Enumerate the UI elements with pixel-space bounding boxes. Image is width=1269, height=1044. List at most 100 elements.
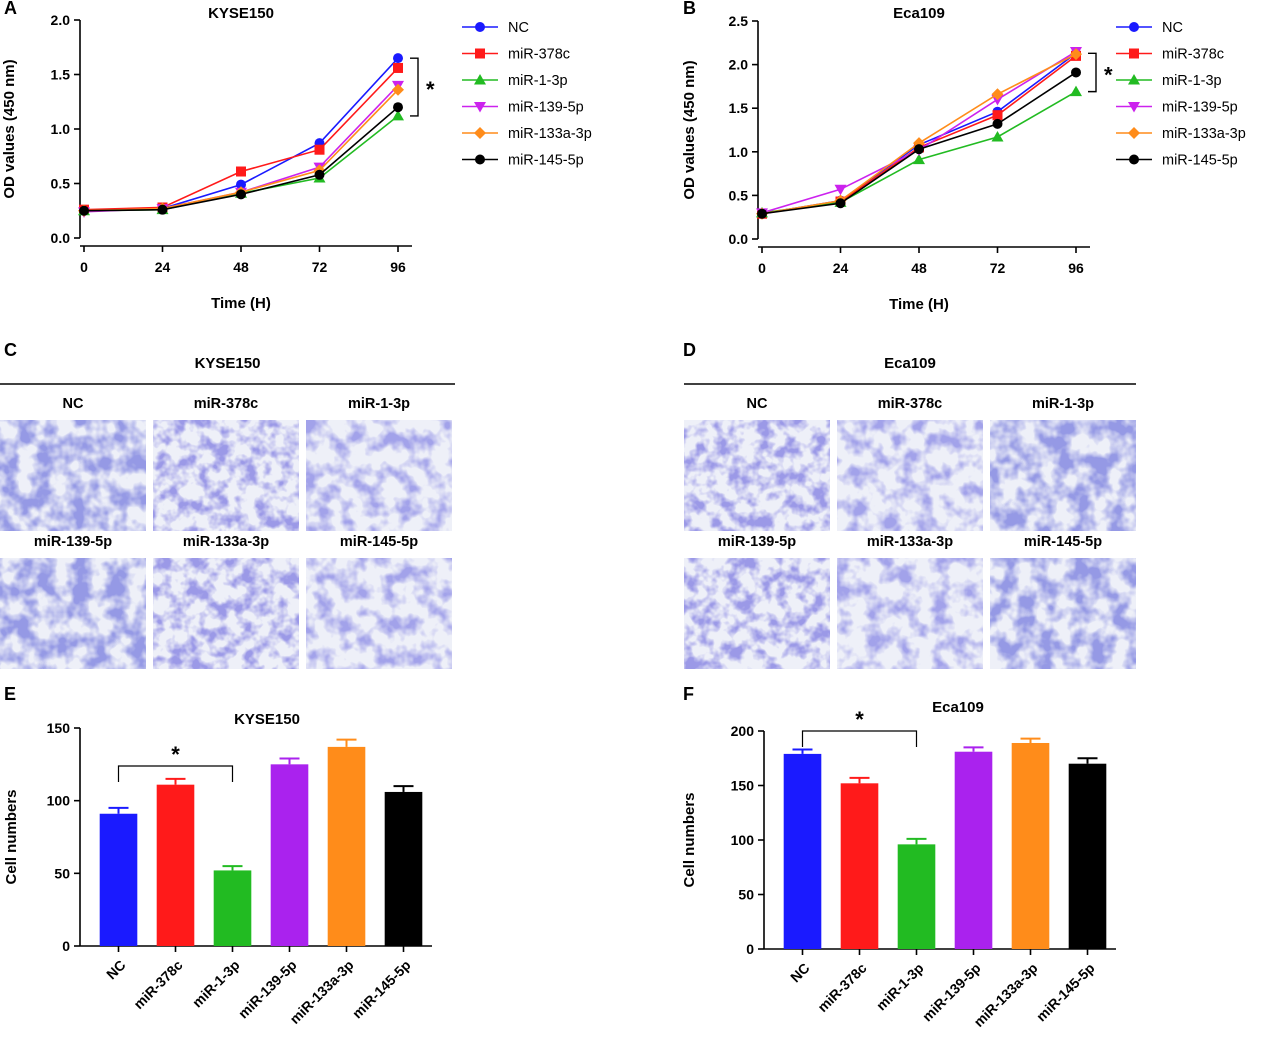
x-tick-label: miR-378c: [814, 960, 869, 1015]
x-tick-label: 0: [758, 260, 766, 276]
micrograph-nc: [684, 420, 830, 531]
legend-label: miR-378c: [1162, 47, 1224, 63]
bar-mir-139-5p: [954, 746, 993, 949]
y-tick-label: 2.0: [729, 57, 749, 73]
panel-label-a: A: [4, 0, 17, 18]
significance-marker: *: [855, 707, 864, 732]
chart-title: KYSE150: [234, 711, 300, 728]
chart-title: Eca109: [932, 699, 984, 716]
series-mir-145-5p: [79, 102, 403, 216]
x-tick-label: 96: [1068, 260, 1084, 276]
x-tick-label: 96: [390, 259, 406, 275]
significance-marker: *: [1104, 62, 1113, 87]
bar-rect: [783, 753, 822, 949]
bar-mir-1-3p: [897, 837, 936, 949]
bar-mir-145-5p: [1068, 757, 1107, 949]
legend-marker: [1128, 127, 1140, 139]
micrograph-mir-145-5p: [306, 558, 452, 669]
data-point: [992, 118, 1003, 129]
y-tick-label: 100: [47, 793, 71, 809]
legend-label: NC: [1162, 20, 1183, 36]
y-tick-label: 100: [731, 832, 755, 848]
legend-marker: [475, 22, 485, 32]
y-tick-label: 50: [54, 865, 70, 881]
x-axis-label: Time (H): [211, 295, 271, 312]
legend-item-mir-139-5p: miR-139-5p: [462, 100, 584, 116]
bar-rect: [327, 746, 366, 946]
bar-mir-145-5p: [384, 785, 423, 946]
y-tick-label: 50: [738, 887, 754, 903]
legend-marker: [475, 154, 485, 165]
series-line: [761, 53, 1077, 215]
significance-marker: *: [426, 77, 435, 102]
legend-label: NC: [508, 20, 529, 36]
x-tick-label: 48: [911, 260, 927, 276]
data-point: [392, 83, 404, 96]
data-point: [992, 110, 1003, 121]
micrograph-label: miR-145-5p: [340, 534, 418, 550]
y-axis-label: OD values (450 nm): [681, 60, 698, 199]
data-point: [757, 208, 767, 219]
micrograph-title: KYSE150: [195, 355, 261, 372]
legend-item-nc: NC: [1116, 20, 1183, 36]
micrograph-label: miR-1-3p: [348, 396, 410, 412]
bar-chart-eca109: Eca109 0 50 100 150 200 Cell numbers NC miR-378c…: [681, 699, 1116, 1030]
bar-rect: [156, 784, 195, 946]
micrograph-mir-378c: [837, 420, 983, 531]
series-nc: [757, 48, 1081, 219]
y-tick-label: 1.5: [51, 67, 71, 83]
micrograph-nc: [0, 420, 146, 531]
series-mir-133a-3p: [756, 48, 1082, 220]
data-point: [157, 204, 168, 215]
legend-item-mir-133a-3p: miR-133a-3p: [462, 126, 592, 142]
legend-label: miR-133a-3p: [1162, 126, 1246, 142]
legend-marker: [474, 74, 486, 85]
bar-rect: [1068, 763, 1107, 949]
micrograph-stain: [153, 558, 299, 669]
data-point: [314, 169, 325, 180]
micrograph-mir-1-3p: [306, 420, 452, 531]
y-tick-label: 0.0: [51, 230, 71, 246]
micrograph-mir-145-5p: [990, 558, 1136, 669]
micrograph-stain: [0, 420, 146, 531]
y-tick-label: 2.5: [729, 13, 749, 29]
y-tick-label: 0.5: [729, 187, 749, 203]
micrograph-label: miR-145-5p: [1024, 534, 1102, 550]
legend-marker: [1129, 22, 1139, 32]
micrograph-label: miR-139-5p: [34, 534, 112, 550]
data-point: [991, 130, 1004, 142]
significance-bracket: [117, 765, 234, 782]
micrograph-stain: [990, 558, 1136, 669]
data-point: [1070, 48, 1082, 61]
significance-bracket: [1088, 52, 1097, 93]
legend-marker: [1129, 48, 1139, 59]
micrograph-stain: [837, 558, 983, 669]
legend-marker: [1128, 74, 1140, 85]
y-tick-label: 150: [47, 720, 71, 736]
data-point: [393, 62, 403, 73]
legend-item-mir-139-5p: miR-139-5p: [1116, 100, 1238, 116]
micrograph-panel-eca109: Eca109 NC miR-378c miR-1-3p miR-139-5p miR-13…: [684, 355, 1136, 669]
legend-marker: [474, 127, 486, 139]
y-axis-label: OD values (450 nm): [1, 59, 18, 198]
micrograph-panel-kyse150: KYSE150 NC miR-378c miR-1-3p miR-139-5p miR-1…: [0, 355, 455, 669]
bar-rect: [954, 751, 993, 949]
micrograph-mir-133a-3p: [153, 558, 299, 669]
data-point: [236, 179, 246, 190]
legend-label: miR-378c: [508, 47, 570, 63]
micrograph-label: miR-378c: [878, 396, 942, 412]
micrograph-stain: [0, 558, 146, 669]
data-point: [1071, 67, 1081, 78]
micrograph-mir-378c: [153, 420, 299, 531]
bar-mir-133a-3p: [1011, 737, 1050, 949]
x-tick-label: miR-1-3p: [873, 960, 927, 1014]
series-mir-1-3p: [78, 109, 404, 216]
y-tick-label: 1.0: [729, 144, 749, 160]
significance-bracket: [410, 57, 419, 117]
legend-marker: [1129, 154, 1139, 165]
micrograph-label: NC: [63, 396, 84, 412]
x-tick-label: 24: [155, 259, 171, 275]
y-tick-label: 1.0: [51, 121, 71, 137]
bar-rect: [1011, 742, 1050, 949]
micrograph-stain: [684, 558, 830, 669]
